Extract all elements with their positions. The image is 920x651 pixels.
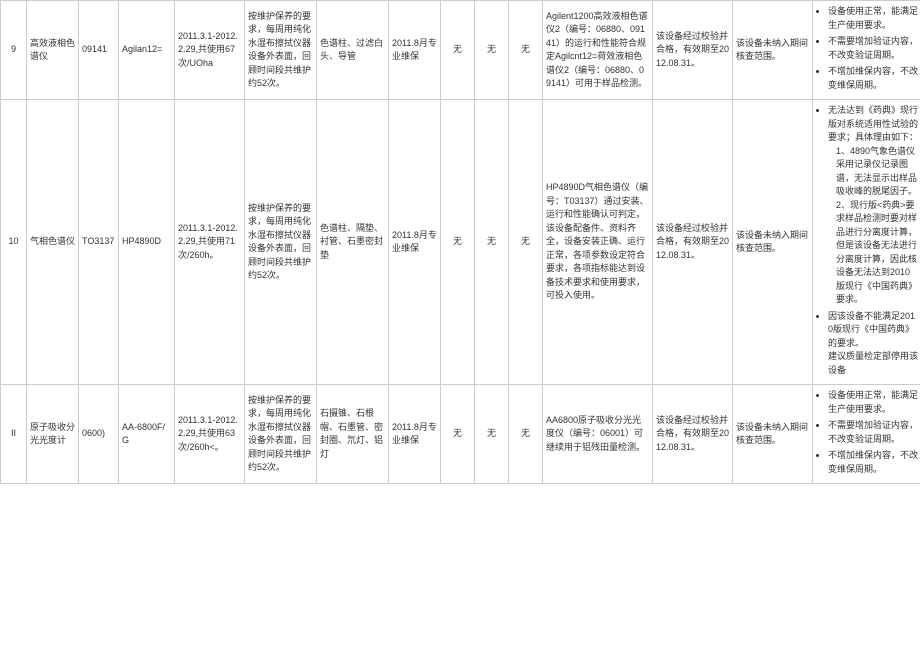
conclusion-item: 不需要增加验证内容，不改变验证周期。	[828, 419, 919, 446]
cell-index: 9	[1, 1, 27, 100]
cell-index: 10	[1, 100, 27, 385]
conclusion-sub: 2、现行版<药典>要求样品检测时要对样品进行分离度计算，但是该设备无法进行分离度…	[828, 199, 919, 307]
conclusion-item: 因该设备不能满足2010版现行《中国药典》的要求。 建议质量检定部停用该设备	[828, 310, 919, 378]
cell-maint: 按维护保养的要求，每周用纯化水湿布擦拭仪器设备外表面，回顾时间段共维护约52次。	[245, 100, 317, 385]
conclusion-text: 无法达到《药典》现行版对系统适用性试验的要求；具体理由如下：	[828, 105, 918, 142]
cell-c8: 无	[441, 385, 475, 484]
cell-code: 0600)	[79, 385, 119, 484]
cell-service: 2011.8月专业维保	[389, 385, 441, 484]
conclusion-text: 因该设备不能满足2010版现行《中国药典》的要求。	[828, 311, 915, 348]
cell-conclusion: 设备使用正常，能满足生产使用要求。 不需要增加验证内容，不改变验证周期。 不增加…	[813, 1, 920, 100]
equipment-table: 9 高效液相色谱仪 09141 Agilan12= 2011.3.1-2012.…	[0, 0, 920, 484]
conclusion-item: 不增加维保内容，不改变维保周期。	[828, 449, 919, 476]
conclusion-sub: 1、4890气象色谱仪采用记录仪记录图谱，无法显示出样品吸收峰的脱尾因子。	[828, 145, 919, 199]
cell-calib: 该设备经过校验并合格，有效期至2012.08.31。	[653, 385, 733, 484]
cell-c9: 无	[475, 1, 509, 100]
cell-service: 2011.8月专业维保	[389, 1, 441, 100]
cell-calib: 该设备经过校验并合格，有效期至2012.08.31。	[653, 100, 733, 385]
cell-conclusion: 设备使用正常，能满足生产使用要求。 不需要增加验证内容，不改变验证周期。 不增加…	[813, 385, 920, 484]
conclusion-item: 设备使用正常，能满足生产使用要求。	[828, 5, 919, 32]
cell-c10: 无	[509, 385, 543, 484]
conclusion-item: 不需要增加验证内容，不改变验证周期。	[828, 35, 919, 62]
cell-code: TO3137	[79, 100, 119, 385]
cell-check: 该设备未纳入期间核查范围。	[733, 100, 813, 385]
cell-period: 2011.3.1-2012.2.29,共使用71次/260h。	[175, 100, 245, 385]
cell-c9: 无	[475, 100, 509, 385]
cell-parts: 色谱柱、隔垫、衬管、石墨密封垫	[317, 100, 389, 385]
cell-model: HP4890D	[119, 100, 175, 385]
table-row: II 原子吸收分光光度计 0600) AA-6800F/G 2011.3.1-2…	[1, 385, 920, 484]
cell-c9: 无	[475, 385, 509, 484]
cell-model: AA-6800F/G	[119, 385, 175, 484]
cell-desc: AA6800原子吸收分光光度仪（编号：06001）可继续用于铝残田量检测。	[543, 385, 653, 484]
cell-c10: 无	[509, 1, 543, 100]
cell-conclusion: 无法达到《药典》现行版对系统适用性试验的要求；具体理由如下： 1、4890气象色…	[813, 100, 920, 385]
cell-maint: 按维护保养的要求，每周用纯化水湿布擦拭仪器设备外表面，回顾时间段共维护约52次。	[245, 1, 317, 100]
cell-desc: Agilent1200高效液相色谱仪2（编号：06880、09141）的运行和性…	[543, 1, 653, 100]
table-row: 10 气相色谱仪 TO3137 HP4890D 2011.3.1-2012.2.…	[1, 100, 920, 385]
cell-parts: 石摄锥、石根帽、石墨管、密封圈、氘灯、铝灯	[317, 385, 389, 484]
conclusion-item: 无法达到《药典》现行版对系统适用性试验的要求；具体理由如下： 1、4890气象色…	[828, 104, 919, 307]
cell-parts: 色谱柱、过滤白头、导管	[317, 1, 389, 100]
cell-calib: 该设备经过校验并合格，有效期至2012.08.31。	[653, 1, 733, 100]
cell-c8: 无	[441, 1, 475, 100]
cell-service: 2011.8月专业维保	[389, 100, 441, 385]
cell-c8: 无	[441, 100, 475, 385]
cell-desc: HP4890D气相色谱仪（编号：T03137）通过安装、运行和性能确认可判定，该…	[543, 100, 653, 385]
conclusion-item: 设备使用正常，能满足生产使用要求。	[828, 389, 919, 416]
equipment-table-container: 9 高效液相色谱仪 09141 Agilan12= 2011.3.1-2012.…	[0, 0, 920, 484]
cell-name: 气相色谱仪	[27, 100, 79, 385]
cell-index: II	[1, 385, 27, 484]
cell-model: Agilan12=	[119, 1, 175, 100]
cell-name: 高效液相色谱仪	[27, 1, 79, 100]
cell-name: 原子吸收分光光度计	[27, 385, 79, 484]
conclusion-item: 不增加维保内容，不改变维保周期。	[828, 65, 919, 92]
cell-check: 该设备未纳入期间核查范围。	[733, 1, 813, 100]
conclusion-sub: 建议质量检定部停用该设备	[828, 350, 919, 377]
cell-maint: 按维护保养的要求，每周用纯化水湿布擦拭仪器设备外表面，回顾时间段共维护约52次。	[245, 385, 317, 484]
table-row: 9 高效液相色谱仪 09141 Agilan12= 2011.3.1-2012.…	[1, 1, 920, 100]
cell-c10: 无	[509, 100, 543, 385]
cell-code: 09141	[79, 1, 119, 100]
cell-period: 2011.3.1-2012.2.29,共使用63次/260h<。	[175, 385, 245, 484]
cell-period: 2011.3.1-2012.2.29,共使用67次/UOha	[175, 1, 245, 100]
cell-check: 该设备未纳入期间核查范围。	[733, 385, 813, 484]
